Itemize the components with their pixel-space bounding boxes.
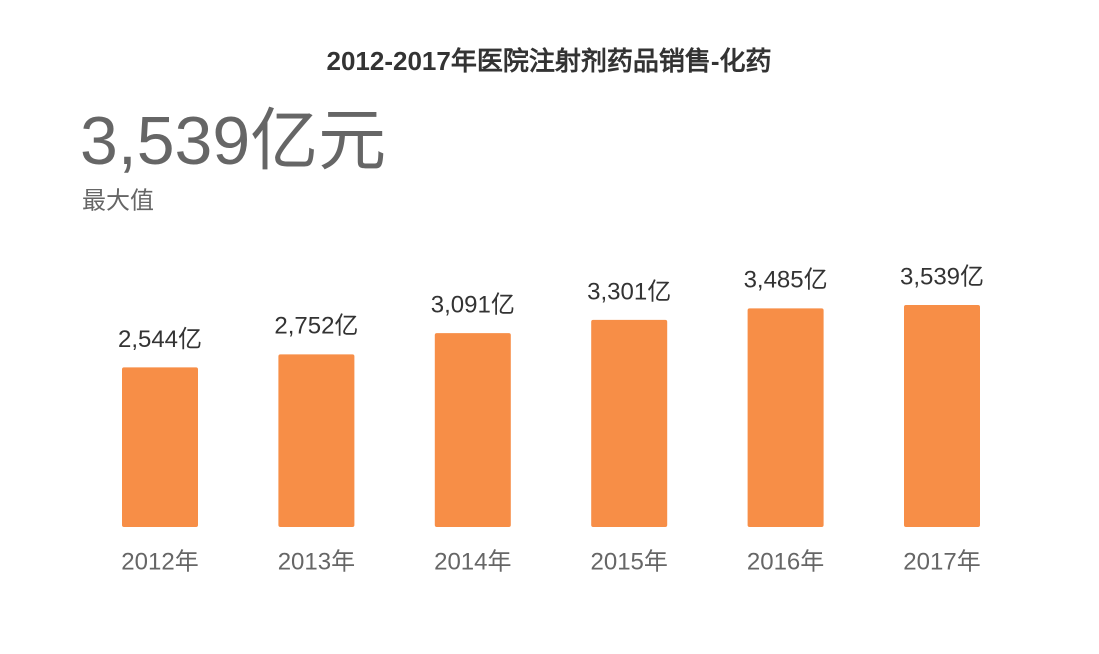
value-label: 3,091亿 bbox=[431, 291, 515, 318]
bar bbox=[904, 305, 980, 527]
value-label: 2,752亿 bbox=[274, 313, 358, 340]
bar bbox=[747, 308, 824, 527]
x-tick-label: 2015年 bbox=[591, 548, 668, 575]
bar bbox=[278, 354, 355, 527]
value-label: 3,301亿 bbox=[587, 278, 671, 305]
value-label: 3,485亿 bbox=[744, 267, 828, 294]
x-tick-label: 2012年 bbox=[121, 548, 198, 575]
x-tick-label: 2013年 bbox=[278, 548, 355, 575]
x-tick-label: 2017年 bbox=[903, 548, 980, 575]
bar bbox=[434, 333, 511, 527]
bar bbox=[122, 367, 198, 527]
value-label: 3,539亿 bbox=[900, 263, 984, 290]
x-tick-label: 2016年 bbox=[747, 548, 824, 575]
headline: 3,539亿元 bbox=[80, 103, 386, 179]
chart-title: 2012-2017年医院注射剂药品销售-化药 bbox=[327, 46, 772, 76]
bar bbox=[591, 319, 668, 527]
x-tick-label: 2014年 bbox=[434, 548, 511, 575]
value-label: 2,544亿 bbox=[118, 326, 202, 353]
headline-caption: 最大值 bbox=[82, 187, 154, 214]
